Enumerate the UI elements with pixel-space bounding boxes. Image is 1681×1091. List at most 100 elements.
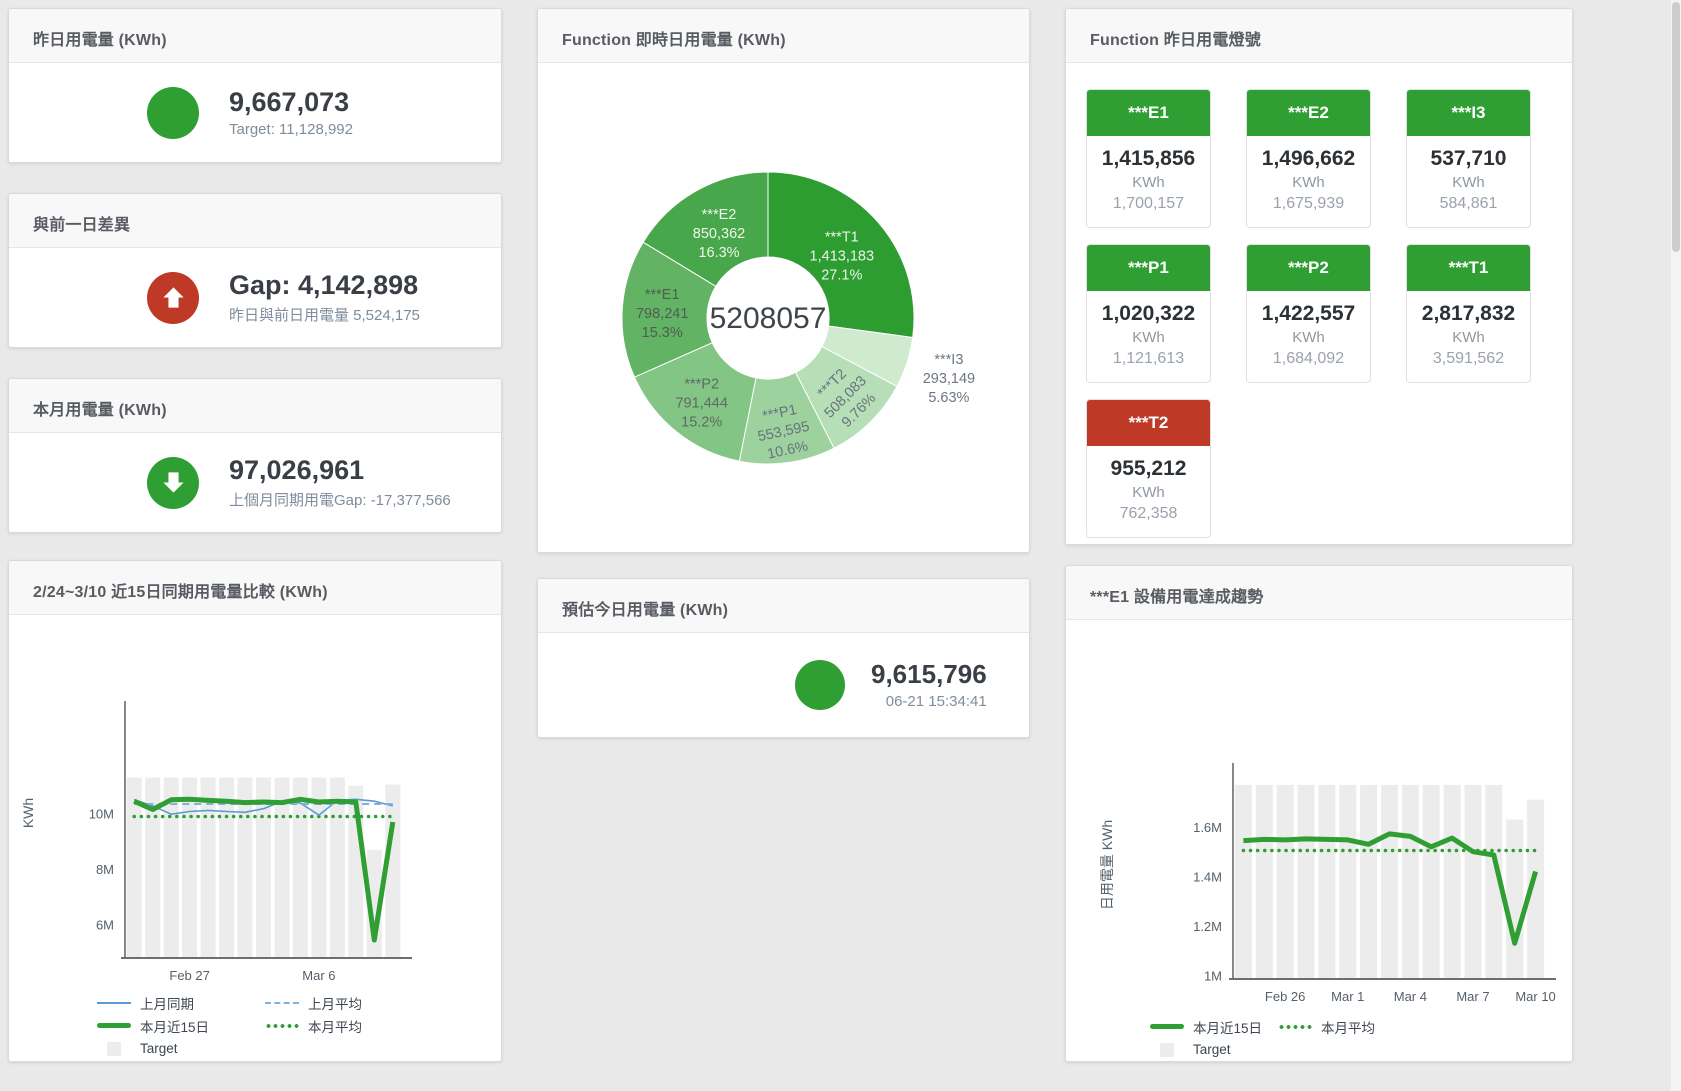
svg-text:1.6M: 1.6M [1193,820,1222,835]
device-unit: KWh [1452,329,1485,346]
card-title-realtime: Function 即時日用電量 (KWh) [538,9,1029,63]
compare-chart-legend: 上月同期 上月平均本月近15日 本月平均 Target [97,992,501,1059]
day-gap-subtitle: 昨日與前日用電量 5,524,175 [229,306,420,324]
device-name: ***I3 [1407,90,1530,136]
svg-text:Feb 27: Feb 27 [169,968,209,983]
svg-text:Mar 6: Mar 6 [302,968,335,983]
status-circle-icon [147,86,199,139]
lights-card: Function 昨日用電燈號 ***E1 1,415,856 KWh 1,700,1… [1065,8,1573,545]
estimate-value: 9,615,796 [871,659,987,690]
svg-text:Feb 26: Feb 26 [1265,989,1305,1004]
legend-item[interactable]: 本月平均 [265,1015,433,1036]
legend-item[interactable]: Target [1150,1039,1278,1060]
card-title-trend: ***E1 設備用電達成趨勢 [1066,566,1572,620]
month-usage-gap: 上個月同期用電Gap: -17,377,566 [229,491,451,509]
legend-symbol-green-dot [1278,1024,1312,1029]
yesterday-usage-value: 9,667,073 [229,87,350,118]
device-name: ***E2 [1247,90,1370,136]
device-target-value: 1,684,092 [1272,350,1345,367]
donut-slice-P2[interactable] [633,342,757,462]
legend-symbol-gray-square [107,1041,121,1056]
e1-trend-chart[interactable]: 1M 1.2M 1.4M 1.6M Feb 26 Mar 1 Mar 4 Mar 7 Mar 1… [1066,620,1572,1012]
yesterday-usage-card: 昨日用電量 (KWh) 9,667,073 Target: 11,128,992 [8,8,502,163]
device-usage-value: 1,496,662 [1261,147,1356,170]
legend-item[interactable]: 本月近15日 [97,1015,265,1036]
card-title-estimate: 預估今日用電量 (KWh) [538,579,1029,633]
device-status-tile: ***E1 1,415,856 KWh 1,700,157 [1086,89,1211,228]
device-status-tile: ***P1 1,020,322 KWh 1,121,613 [1086,244,1211,383]
device-unit: KWh [1292,174,1325,191]
trend-chart-card: ***E1 設備用電達成趨勢 1M 1.2M 1.4M 1.6M Feb 26 Mar 1… [1065,565,1573,1062]
svg-text:8M: 8M [96,862,114,877]
device-name: ***E1 [1087,90,1210,136]
arrow-down-icon [147,456,199,509]
device-unit: KWh [1132,484,1165,501]
device-usage-value: 537,710 [1430,147,1507,170]
svg-text:日用電量 KWh: 日用電量 KWh [1099,820,1115,910]
scrollbar-thumb[interactable] [1672,2,1680,252]
svg-text:1.4M: 1.4M [1193,869,1222,884]
legend-symbol-green-thick [97,1023,131,1028]
device-target-value: 1,675,939 [1272,195,1345,212]
month-usage-value: 97,026,961 [229,455,365,486]
device-unit: KWh [1132,329,1165,346]
legend-label: 本月近15日 [1193,1020,1263,1036]
estimate-timestamp: 06-21 15:34:41 [885,692,987,710]
legend-symbol-blue-line [97,1001,131,1004]
yesterday-usage-target: Target: 11,128,992 [229,120,353,138]
legend-item[interactable]: 上月同期 [97,992,265,1013]
estimate-card: 預估今日用電量 (KWh) 9,615,796 06-21 15:34:41 [537,578,1030,738]
donut-slice-T1[interactable] [767,171,915,339]
legend-symbol-green-thick [1150,1024,1184,1029]
device-status-tile: ***T1 2,817,832 KWh 3,591,562 [1406,244,1531,383]
realtime-donut-chart[interactable]: ***T1 1,413,183 27.1%***I3 293,149 5.63%***T… [538,63,1029,552]
legend-item[interactable]: 上月平均 [265,992,433,1013]
legend-label: 本月平均 [308,1019,362,1035]
device-usage-value: 1,422,557 [1261,302,1356,325]
svg-text:1M: 1M [1204,969,1222,984]
device-status-tile: ***I3 537,710 KWh 584,861 [1406,89,1531,228]
compare-usage-chart[interactable]: 6M 8M 10M Feb 27 Mar 6 KWh [9,615,501,990]
legend-item[interactable]: 本月平均 [1278,1016,1406,1037]
arrow-up-icon [147,271,199,324]
donut-slice-label: ***T1 1,413,183 27.1% [810,230,875,284]
legend-symbol-gray-square [1160,1042,1174,1057]
card-title-month: 本月用電量 (KWh) [9,379,501,433]
card-title-lights: Function 昨日用電燈號 [1066,9,1572,63]
day-gap-card: 與前一日差異 Gap: 4,142,898 昨日與前日用電量 5,524,175 [8,193,502,348]
donut-slice-label: ***E2 850,362 16.3% [693,207,745,261]
device-usage-value: 1,415,856 [1101,147,1196,170]
device-target-value: 584,861 [1439,195,1498,212]
legend-label: 本月近15日 [140,1019,210,1035]
device-status-tile: ***P2 1,422,557 KWh 1,684,092 [1246,244,1371,383]
device-name: ***T1 [1407,245,1530,291]
device-target-value: 762,358 [1119,505,1178,522]
svg-text:KWh: KWh [20,798,36,828]
svg-text:Mar 1: Mar 1 [1331,989,1364,1004]
legend-label: 本月平均 [1321,1020,1375,1036]
card-title-yesterday: 昨日用電量 (KWh) [9,9,501,63]
page-scrollbar[interactable] [1671,0,1681,1091]
donut-slice-label: ***P2 791,444 15.2% [675,377,727,431]
legend-item[interactable]: 本月近15日 [1150,1016,1278,1037]
device-usage-value: 955,212 [1110,457,1187,480]
device-name: ***P2 [1247,245,1370,291]
donut-center-total: 5208057 [710,302,827,335]
device-target-value: 1,121,613 [1112,350,1185,367]
day-gap-value: Gap: 4,142,898 [229,270,419,301]
device-unit: KWh [1292,329,1325,346]
device-unit: KWh [1132,174,1165,191]
legend-label: 上月平均 [308,996,362,1012]
device-target-value: 3,591,562 [1432,350,1505,367]
device-usage-value: 1,020,322 [1101,302,1196,325]
legend-item[interactable]: Target [97,1038,265,1059]
legend-symbol-green-dot [265,1023,299,1028]
donut-slice-E2[interactable] [642,171,769,287]
legend-symbol-blue-dash [265,1001,299,1004]
svg-text:Mar 4: Mar 4 [1394,989,1427,1004]
svg-text:Mar 7: Mar 7 [1456,989,1489,1004]
svg-text:Mar 10: Mar 10 [1515,989,1555,1004]
device-unit: KWh [1452,174,1485,191]
svg-text:10M: 10M [89,807,114,822]
